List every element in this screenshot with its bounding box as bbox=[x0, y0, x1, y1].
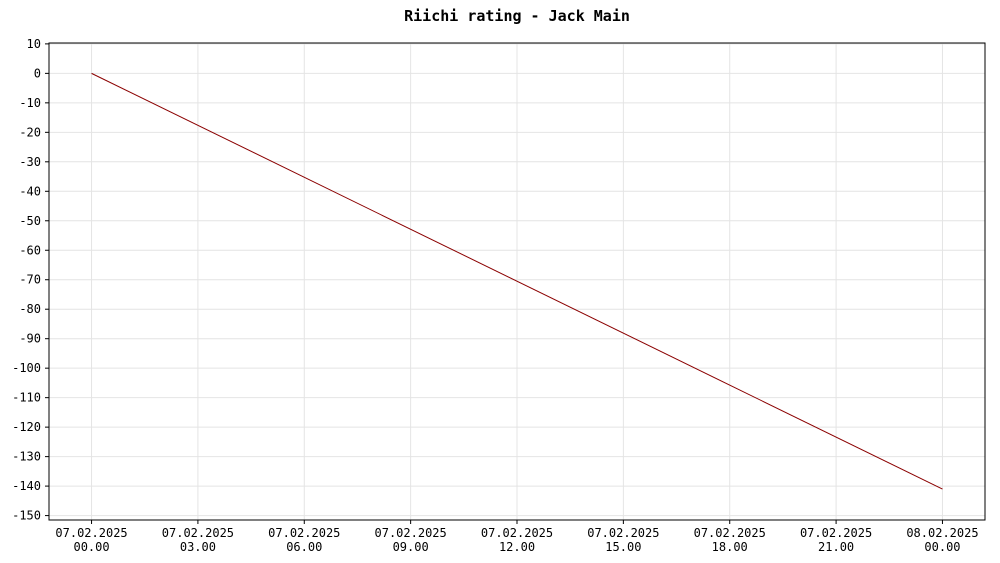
y-tick-label: -80 bbox=[19, 302, 41, 316]
y-tick-label: -10 bbox=[19, 96, 41, 110]
x-tick-label-line: 03.00 bbox=[180, 540, 216, 554]
x-tick-label-line: 07.02.2025 bbox=[800, 526, 872, 540]
y-tick-label: -50 bbox=[19, 214, 41, 228]
y-tick-label: -60 bbox=[19, 243, 41, 257]
y-tick-label: -90 bbox=[19, 332, 41, 346]
x-tick-label-line: 12.00 bbox=[499, 540, 535, 554]
x-tick-label-line: 07.02.2025 bbox=[375, 526, 447, 540]
x-tick-label: 07.02.2025 21.00 bbox=[800, 526, 872, 554]
chart-title: Riichi rating - Jack Main bbox=[404, 7, 630, 25]
y-tick-label: -30 bbox=[19, 155, 41, 169]
x-tick-label: 08.02.2025 00.00 bbox=[906, 526, 978, 554]
x-tick-label: 07.02.2025 18.00 bbox=[694, 526, 766, 554]
x-tick-label-line: 00.00 bbox=[73, 540, 109, 554]
x-tick-label-line: 07.02.2025 bbox=[162, 526, 234, 540]
x-tick-label-line: 15.00 bbox=[605, 540, 641, 554]
x-tick-label: 07.02.2025 03.00 bbox=[162, 526, 234, 554]
x-tick-label-line: 07.02.2025 bbox=[481, 526, 553, 540]
x-tick-label-line: 07.02.2025 bbox=[268, 526, 340, 540]
x-tick-label-line: 21.00 bbox=[818, 540, 854, 554]
x-tick-label-line: 18.00 bbox=[712, 540, 748, 554]
y-tick-label: -120 bbox=[12, 420, 41, 434]
y-tick-label: -130 bbox=[12, 450, 41, 464]
y-tick-label: 0 bbox=[34, 66, 41, 80]
x-tick-label: 07.02.2025 15.00 bbox=[587, 526, 659, 554]
plot-frame bbox=[48, 42, 986, 521]
line bbox=[91, 72, 943, 490]
x-tick-label: 07.02.2025 12.00 bbox=[481, 526, 553, 554]
y-tick-label: -140 bbox=[12, 479, 41, 493]
x-tick-label-line: 00.00 bbox=[924, 540, 960, 554]
x-tick-label-line: 07.02.2025 bbox=[694, 526, 766, 540]
y-tick-label: -70 bbox=[19, 273, 41, 287]
x-tick-label-line: 09.00 bbox=[393, 540, 429, 554]
x-tick-label: 07.02.2025 06.00 bbox=[268, 526, 340, 554]
x-tick-label-line: 07.02.2025 bbox=[55, 526, 127, 540]
y-tick-label: -110 bbox=[12, 391, 41, 405]
x-tick-label: 07.02.2025 09.00 bbox=[375, 526, 447, 554]
y-tick-label: -100 bbox=[12, 361, 41, 375]
x-tick-label-line: 07.02.2025 bbox=[587, 526, 659, 540]
y-tick-label: -40 bbox=[19, 184, 41, 198]
x-tick-label: 07.02.2025 00.00 bbox=[55, 526, 127, 554]
x-tick-label-line: 06.00 bbox=[286, 540, 322, 554]
x-tick-label-line: 08.02.2025 bbox=[906, 526, 978, 540]
y-tick-label: -150 bbox=[12, 509, 41, 523]
y-tick-label: -20 bbox=[19, 125, 41, 139]
y-tick-label: 10 bbox=[27, 37, 41, 51]
